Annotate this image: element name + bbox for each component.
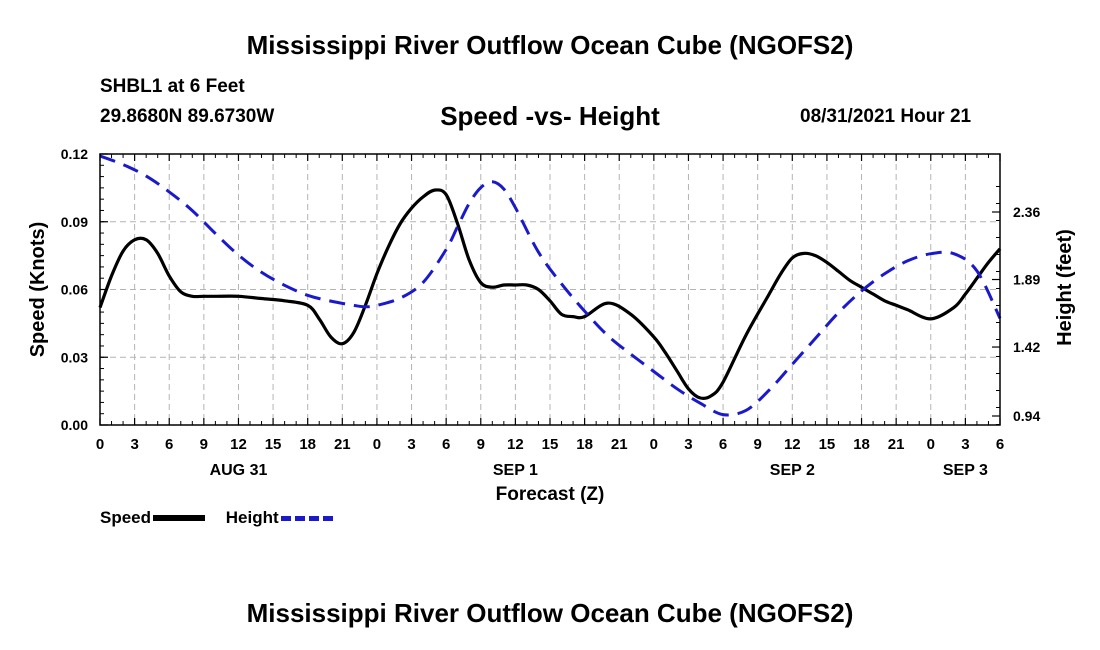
date-label: SEP 3	[943, 462, 988, 479]
x-tick-label: 3	[684, 436, 692, 453]
y-tick-label: 0.06	[61, 282, 88, 298]
series-speed-line	[98, 188, 1002, 400]
x-tick-label: 0	[373, 436, 381, 453]
x-tick-label: 18	[576, 436, 593, 453]
chart-title: Mississippi River Outflow Ocean Cube (NG…	[246, 30, 854, 60]
x-tick-label: 15	[265, 436, 282, 453]
x-tick-label: 6	[442, 436, 450, 453]
station-coordinates: 29.8680N 89.6730W	[100, 106, 275, 127]
y-axis-ticks: 0.00 0.03 0.06 0.09 0.12	[61, 146, 108, 433]
legend-label-speed: Speed	[100, 508, 152, 527]
x-axis-label: Forecast (Z)	[496, 484, 605, 505]
x-tick-label: 6	[996, 436, 1004, 453]
y2-axis-ticks: 0.94 1.42 1.89 2.36	[992, 186, 1040, 425]
y-tick-label: 0.12	[61, 146, 88, 162]
date-label: SEP 2	[770, 462, 815, 479]
legend-swatch-speed	[153, 515, 206, 521]
x-tick-label: 3	[407, 436, 415, 453]
x-tick-label: 21	[334, 436, 351, 453]
y2-tick-label: 0.94	[1013, 408, 1040, 424]
x-tick-label: 12	[230, 436, 247, 453]
y-tick-label: 0.03	[61, 349, 88, 365]
x-tick-label: 12	[784, 436, 801, 453]
legend-label-height: Height	[225, 508, 279, 527]
chart-subtitle: Speed -vs- Height	[440, 101, 660, 131]
y-tick-label: 0.00	[61, 417, 88, 433]
footer-title: Mississippi River Outflow Ocean Cube (NG…	[246, 598, 854, 628]
date-label: SEP 1	[493, 462, 538, 479]
legend: Speed Height	[100, 508, 349, 528]
y2-tick-label: 2.36	[1013, 204, 1040, 220]
y2-tick-label: 1.42	[1013, 339, 1040, 355]
x-tick-label: 6	[165, 436, 173, 453]
x-tick-label: 18	[853, 436, 870, 453]
x-tick-label: 0	[927, 436, 935, 453]
x-tick-label: 9	[754, 436, 762, 453]
y2-tick-label: 1.89	[1013, 272, 1040, 288]
x-tick-label: 0	[96, 436, 104, 453]
x-tick-label: 0	[650, 436, 658, 453]
date-label: AUG 31	[210, 462, 268, 479]
plot-frame	[99, 153, 1001, 426]
x-tick-label: 9	[477, 436, 485, 453]
x-tick-label: 6	[719, 436, 727, 453]
x-tick-label: 9	[200, 436, 208, 453]
legend-swatch-height	[280, 515, 333, 521]
legend-item-speed: Speed	[100, 508, 206, 528]
x-tick-label: 15	[542, 436, 559, 453]
legend-item-height: Height	[226, 508, 333, 528]
x-tick-label: 3	[130, 436, 138, 453]
y-tick-label: 0.09	[61, 214, 88, 230]
x-tick-label: 18	[299, 436, 316, 453]
x-tick-label: 3	[961, 436, 969, 453]
series-height-line	[99, 154, 1002, 417]
y-axis-label: Speed (Knots)	[27, 222, 49, 358]
forecast-datetime: 08/31/2021 Hour 21	[800, 106, 972, 127]
grid-lines	[100, 154, 1000, 425]
x-tick-label: 15	[819, 436, 836, 453]
x-tick-label: 21	[611, 436, 628, 453]
station-label: SHBL1 at 6 Feet	[100, 76, 245, 97]
y2-axis-label: Height (feet)	[1054, 229, 1076, 346]
x-tick-label: 21	[888, 436, 905, 453]
series-lines	[98, 154, 1002, 417]
x-tick-label: 12	[507, 436, 524, 453]
